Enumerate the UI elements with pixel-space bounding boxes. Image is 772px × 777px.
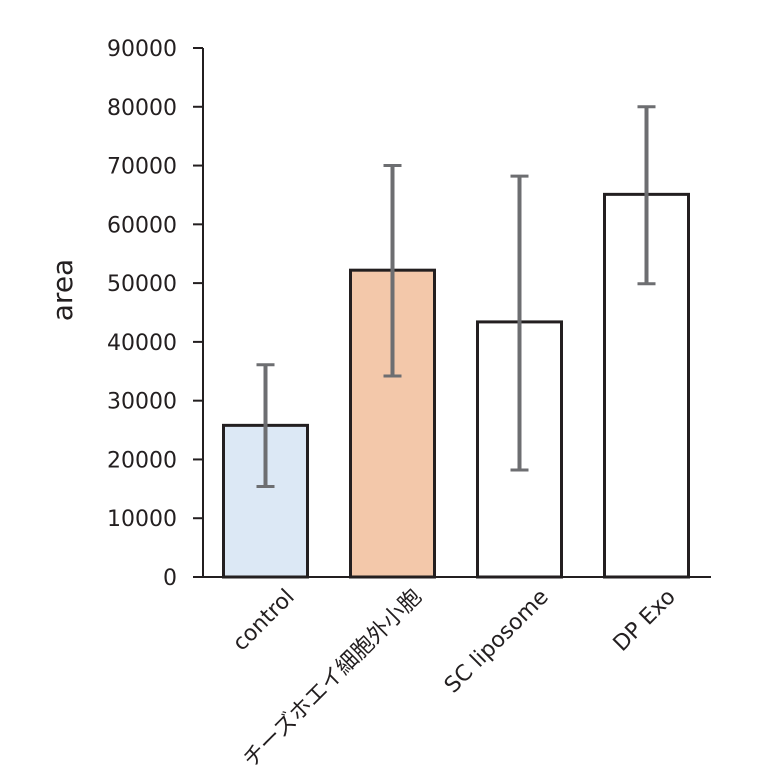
y-tick-label: 0 xyxy=(163,566,177,591)
y-tick-label: 90000 xyxy=(107,37,177,62)
y-tick-label: 10000 xyxy=(107,507,177,532)
bars xyxy=(222,192,690,579)
y-tick-label: 50000 xyxy=(107,272,177,297)
y-tick-label: 80000 xyxy=(107,96,177,121)
y-axis: 0 10000 20000 30000 40000 50000 60000 70000 8000… xyxy=(107,37,204,591)
x-category-label: SC liposome xyxy=(440,585,554,699)
y-tick-label: 60000 xyxy=(107,213,177,238)
y-axis-title: area xyxy=(46,259,79,321)
y-tick-label: 40000 xyxy=(107,331,177,356)
x-category-label: control xyxy=(228,585,300,657)
x-category-label: DP Exo xyxy=(609,585,681,657)
y-tick-label: 20000 xyxy=(107,448,177,473)
y-tick-label: 30000 xyxy=(107,390,177,415)
error-bars xyxy=(256,105,656,488)
y-tick-label: 70000 xyxy=(107,155,177,180)
